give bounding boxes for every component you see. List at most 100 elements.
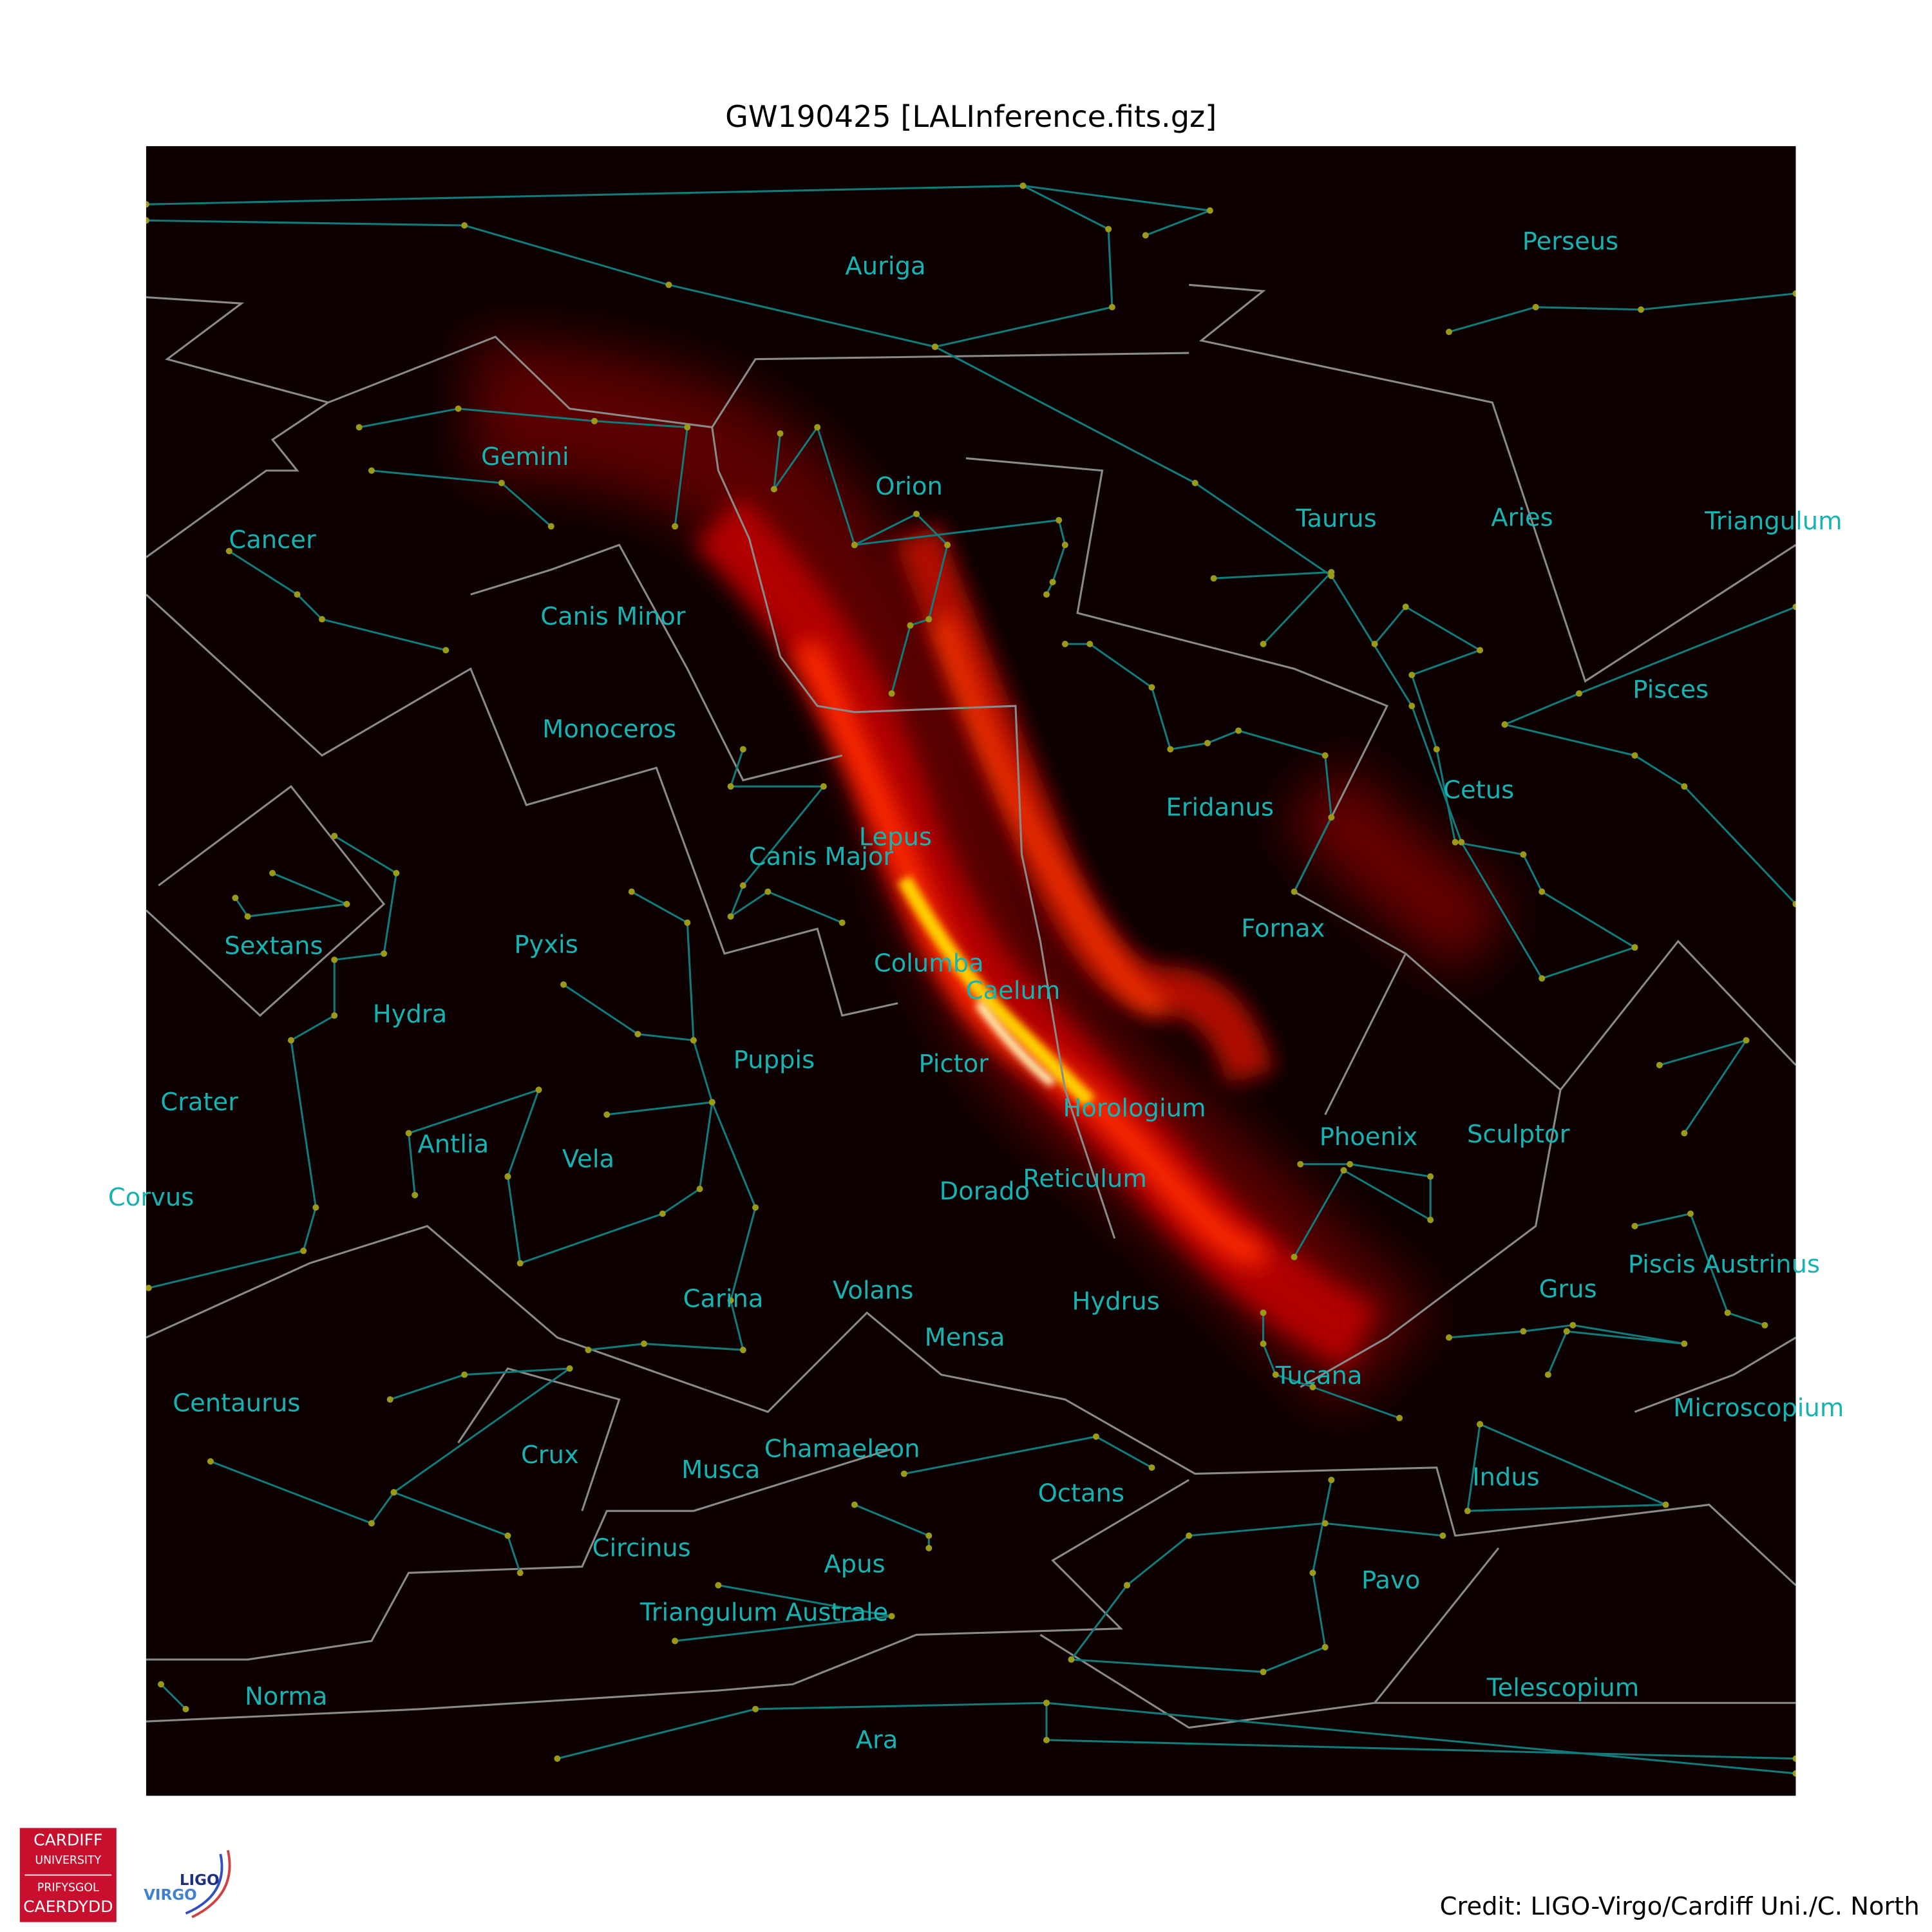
constellation-line <box>557 1701 1796 1775</box>
star <box>1186 1532 1193 1539</box>
star <box>659 1210 666 1217</box>
star <box>727 783 734 790</box>
constellation-label: Volans <box>833 1276 914 1305</box>
star <box>158 1681 165 1688</box>
boundary-line <box>711 427 1116 1239</box>
star <box>1340 1167 1347 1174</box>
star <box>1105 225 1112 232</box>
star <box>1148 1464 1155 1471</box>
constellation-line <box>146 219 1635 980</box>
star <box>1260 1340 1267 1347</box>
star <box>1520 1328 1527 1335</box>
star <box>888 690 895 697</box>
constellation-label: Crater <box>160 1088 238 1117</box>
star <box>1458 838 1465 846</box>
star <box>739 1347 746 1354</box>
star <box>368 467 375 474</box>
star <box>1631 752 1638 759</box>
boundary-line <box>457 1367 621 1511</box>
constellation-label: Orion <box>875 472 943 501</box>
constellation-label: Eridanus <box>1166 793 1274 822</box>
star <box>1043 1736 1050 1743</box>
logo-arc <box>191 1850 231 1918</box>
star <box>672 1638 679 1645</box>
star <box>412 1191 419 1198</box>
boundary-line <box>718 1479 1189 1692</box>
constellation-label: Dorado <box>940 1177 1030 1206</box>
constellation-label: Telescopium <box>1486 1674 1640 1703</box>
star <box>1446 1334 1452 1341</box>
star <box>1108 303 1115 310</box>
constellation-label: Corvus <box>108 1183 194 1212</box>
star <box>498 480 505 486</box>
star <box>1687 1210 1694 1217</box>
title: GW190425 [LALInference.fits.gz] <box>725 99 1217 134</box>
star <box>1544 1371 1551 1378</box>
constellation-label: Tucana <box>1275 1361 1363 1390</box>
star <box>708 1099 715 1106</box>
star <box>1792 290 1796 297</box>
constellation-label: Indus <box>1472 1463 1540 1492</box>
star <box>1204 739 1211 746</box>
star <box>1427 1173 1434 1180</box>
constellation-label: Taurus <box>1295 504 1376 533</box>
star <box>1477 1421 1484 1428</box>
star <box>1043 1700 1050 1707</box>
boundary-line <box>146 1225 1796 1586</box>
logo-text: CAERDYDD <box>23 1897 113 1916</box>
star <box>764 888 772 895</box>
constellation-label: Lepus <box>859 822 932 851</box>
star <box>684 919 691 926</box>
boundary-line <box>146 296 331 558</box>
star <box>1681 783 1688 790</box>
star <box>684 424 691 431</box>
probability-map <box>146 182 1796 1777</box>
star <box>1477 647 1484 654</box>
star <box>1662 1501 1669 1508</box>
star <box>777 430 784 437</box>
constellation-label: Pavo <box>1361 1566 1420 1595</box>
constellation-line <box>1504 723 1796 905</box>
star <box>931 343 938 350</box>
star <box>1260 641 1267 648</box>
star <box>1792 1770 1796 1777</box>
star <box>300 1247 307 1255</box>
star <box>1148 684 1155 691</box>
constellation-label: Auriga <box>845 252 925 281</box>
constellation-label: Triangulum <box>1704 507 1842 536</box>
constellation-label: Pyxis <box>514 931 578 960</box>
star <box>1321 1520 1329 1527</box>
star <box>1328 569 1335 576</box>
constellation-label: Reticulum <box>1023 1164 1146 1193</box>
logo-text: CARDIFF <box>33 1830 102 1849</box>
star <box>888 1613 895 1620</box>
logo-arc <box>185 1853 223 1915</box>
constellation-label: Aries <box>1491 503 1553 532</box>
star <box>1235 727 1242 734</box>
star <box>1539 975 1546 982</box>
star <box>1092 1433 1099 1440</box>
star <box>225 547 232 554</box>
star <box>1408 703 1416 710</box>
star <box>913 511 920 518</box>
star <box>1142 232 1149 239</box>
constellation-label: Ara <box>856 1725 898 1754</box>
star <box>1291 1253 1298 1260</box>
star <box>1532 303 1539 310</box>
star <box>1520 851 1527 858</box>
boundary-line <box>146 785 386 1018</box>
star <box>1043 591 1050 598</box>
star <box>1309 1383 1316 1390</box>
boundary-line <box>146 1448 893 1661</box>
star <box>442 647 450 654</box>
constellation-label: Centaurus <box>173 1388 300 1417</box>
constellation-line <box>407 1088 541 1195</box>
star <box>1328 1477 1335 1484</box>
star <box>603 1111 611 1118</box>
star <box>1792 900 1796 907</box>
star <box>814 424 821 431</box>
star <box>1501 721 1508 728</box>
constellation-label: Pictor <box>918 1049 989 1078</box>
constellation-label: Sextans <box>224 932 323 961</box>
star <box>1631 1222 1638 1229</box>
